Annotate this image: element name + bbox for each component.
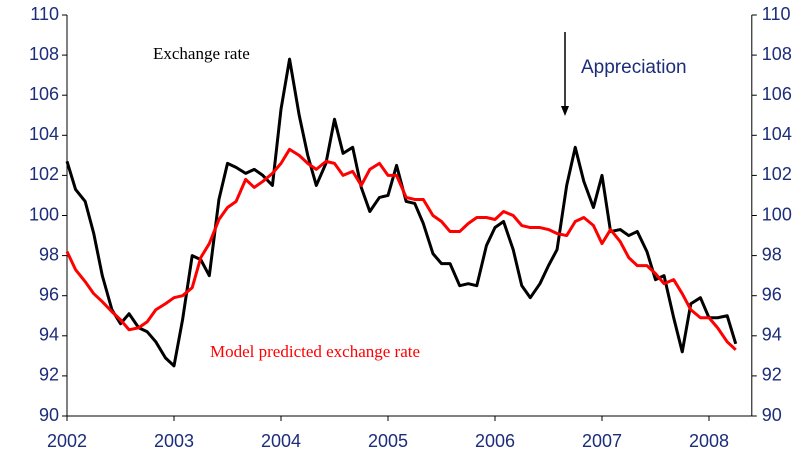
arrow-head <box>561 106 569 116</box>
y-tick-label: 110 <box>30 4 59 24</box>
y2-tick-label: 106 <box>762 84 792 104</box>
y-tick-label: 104 <box>29 124 59 144</box>
y2-tick-label: 92 <box>762 365 782 385</box>
line-series <box>65 147 737 351</box>
x-tick-label: 2002 <box>47 431 87 451</box>
y2-tick-label: 100 <box>762 204 792 224</box>
y-tick-label: 108 <box>29 44 59 64</box>
y2-tick-label: 98 <box>762 244 782 264</box>
y-tick-label: 96 <box>39 284 59 304</box>
x-tick-label: 2007 <box>582 431 622 451</box>
annotation: Exchange rate <box>153 44 250 63</box>
y2-tick-label: 108 <box>762 44 792 64</box>
annotation: Appreciation <box>581 57 687 78</box>
y2-tick-label: 96 <box>762 284 782 304</box>
line-series <box>65 57 738 368</box>
y2-tick-label: 94 <box>762 325 782 345</box>
y-tick-label: 100 <box>29 204 59 224</box>
y-tick-label: 106 <box>29 84 59 104</box>
y2-tick-label: 104 <box>762 124 792 144</box>
annotation: Model predicted exchange rate <box>210 342 420 361</box>
y-tick-label: 92 <box>39 365 59 385</box>
x-tick-label: 2006 <box>475 431 515 451</box>
y2-tick-label: 90 <box>762 405 782 425</box>
y2-tick-label: 102 <box>762 164 792 184</box>
y2-tick-label: 110 <box>762 4 791 24</box>
x-tick-label: 2004 <box>261 431 301 451</box>
x-tick-label: 2003 <box>154 431 194 451</box>
y-tick-label: 98 <box>39 244 59 264</box>
x-tick-label: 2005 <box>368 431 408 451</box>
y-tick-label: 102 <box>29 164 59 184</box>
x-tick-label: 2008 <box>689 431 729 451</box>
y-tick-label: 94 <box>39 325 59 345</box>
y-tick-label: 90 <box>39 405 59 425</box>
